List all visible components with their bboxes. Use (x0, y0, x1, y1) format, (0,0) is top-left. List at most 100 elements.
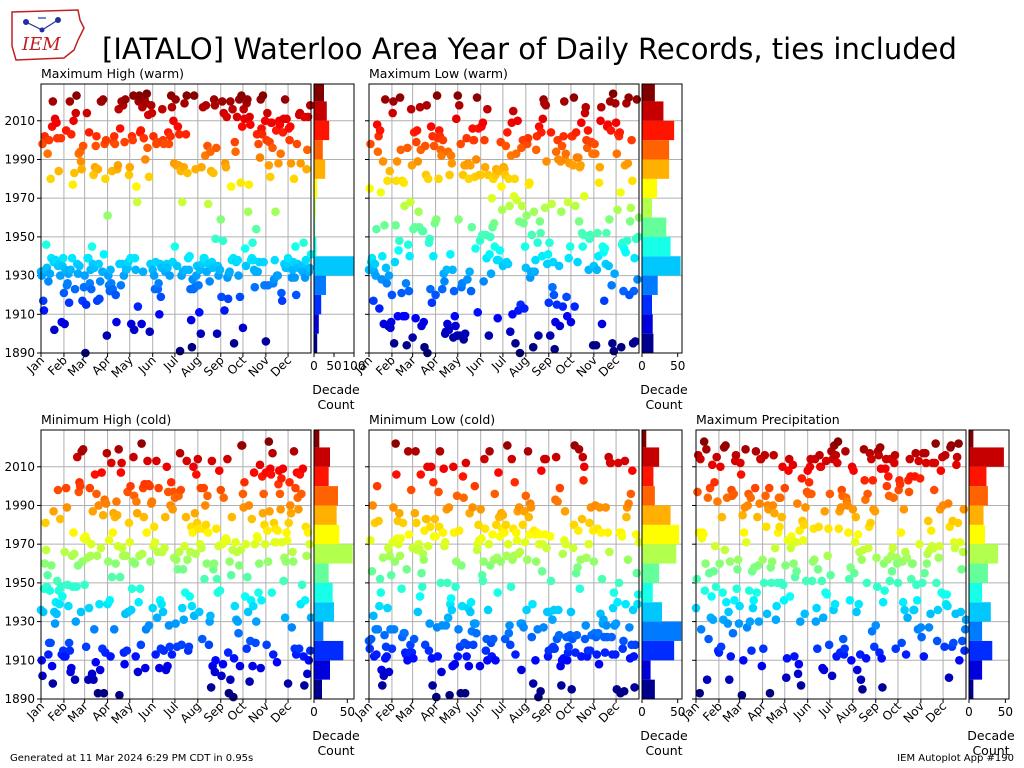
record-point (257, 130, 267, 139)
record-point (520, 506, 529, 516)
record-point (243, 207, 253, 217)
record-point (824, 640, 834, 650)
record-point (415, 592, 425, 601)
record-point (429, 251, 438, 261)
record-point (245, 112, 254, 122)
record-point (863, 489, 872, 499)
record-point (799, 520, 809, 530)
record-point (231, 537, 240, 547)
record-point (203, 199, 213, 209)
record-point (781, 561, 790, 570)
record-point (141, 155, 150, 164)
record-point (692, 574, 702, 584)
decade-bar (642, 430, 647, 448)
x-tick-label: Aug (832, 699, 858, 725)
record-point (55, 271, 65, 280)
hist-frame (968, 429, 1010, 700)
record-point (713, 497, 722, 506)
record-point (392, 157, 402, 166)
x-tick-label: Nov (901, 699, 927, 725)
record-point (81, 642, 91, 652)
record-point (716, 462, 725, 472)
record-point (702, 675, 712, 684)
record-point (804, 477, 814, 487)
record-point (483, 605, 493, 615)
record-point (285, 122, 295, 131)
decade-bar (969, 563, 988, 583)
record-point (420, 141, 430, 151)
record-point (478, 576, 488, 586)
record-point (845, 596, 855, 605)
record-point (187, 342, 197, 352)
record-point (203, 491, 212, 501)
record-point (67, 663, 76, 673)
decade-bar (642, 621, 682, 641)
record-point (101, 135, 111, 145)
record-point (95, 665, 105, 675)
record-point (585, 230, 595, 240)
record-point (890, 450, 900, 460)
record-point (152, 613, 162, 623)
record-point (394, 246, 403, 255)
record-point (548, 615, 557, 624)
decade-bar (642, 544, 677, 564)
record-point (251, 638, 260, 648)
record-point (611, 619, 621, 628)
record-point (246, 120, 255, 129)
record-point (389, 339, 399, 348)
record-point (565, 242, 575, 251)
record-point (860, 476, 869, 485)
hist-label-line2: Count (645, 743, 682, 758)
record-point (920, 568, 929, 578)
record-point (535, 217, 545, 226)
record-point (288, 547, 297, 557)
record-point (735, 601, 744, 611)
record-point (725, 557, 735, 566)
decade-bar (314, 524, 340, 545)
record-point (511, 528, 521, 537)
record-point (106, 458, 116, 468)
record-point (931, 439, 940, 448)
record-point (152, 456, 161, 466)
record-point (480, 162, 490, 172)
record-point (776, 493, 785, 503)
record-point (401, 279, 411, 288)
record-point (65, 97, 75, 106)
record-point (64, 638, 74, 648)
record-point (693, 487, 702, 497)
record-point (493, 588, 503, 597)
x-tick-label: Jun (135, 699, 159, 723)
record-point (739, 655, 748, 665)
record-point (439, 464, 449, 474)
record-point (87, 242, 97, 251)
record-point (531, 557, 541, 566)
record-point (95, 277, 105, 286)
record-point (747, 646, 756, 655)
record-point (280, 613, 290, 623)
record-point (241, 539, 251, 549)
record-point (733, 555, 743, 564)
record-point (88, 506, 98, 516)
record-point (177, 603, 187, 613)
record-point (568, 160, 578, 170)
record-point (209, 168, 218, 178)
record-point (608, 603, 618, 613)
record-point (554, 261, 564, 271)
record-point (867, 454, 876, 464)
record-point (82, 108, 92, 118)
record-point (707, 592, 716, 601)
decade-bar (314, 198, 316, 218)
record-point (450, 311, 460, 321)
hist-tick-label: 0 (965, 705, 973, 719)
record-point (384, 271, 394, 280)
record-point (728, 628, 738, 638)
hist-frame (313, 429, 355, 700)
record-point (503, 128, 512, 137)
record-point (195, 308, 204, 317)
record-point (464, 661, 474, 671)
record-point (423, 174, 433, 184)
record-point (217, 292, 226, 302)
record-point (734, 619, 744, 628)
record-point (430, 514, 440, 524)
record-point (479, 557, 488, 566)
